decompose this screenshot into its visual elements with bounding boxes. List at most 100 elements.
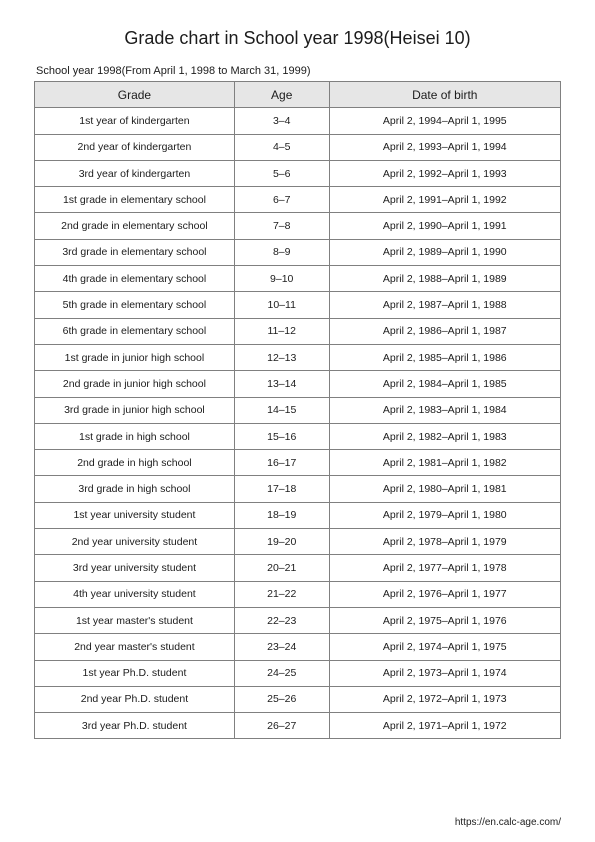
col-header-grade: Grade xyxy=(35,82,235,108)
table-row: 5th grade in elementary school10–11April… xyxy=(35,292,561,318)
table-row: 1st grade in elementary school6–7April 2… xyxy=(35,187,561,213)
cell-age: 21–22 xyxy=(234,581,329,607)
cell-dob: April 2, 1982–April 1, 1983 xyxy=(329,423,560,449)
cell-grade: 3rd year Ph.D. student xyxy=(35,713,235,739)
cell-dob: April 2, 1971–April 1, 1972 xyxy=(329,713,560,739)
table-row: 2nd year master's student23–24April 2, 1… xyxy=(35,634,561,660)
cell-grade: 1st grade in high school xyxy=(35,423,235,449)
cell-grade: 2nd grade in high school xyxy=(35,450,235,476)
cell-dob: April 2, 1988–April 1, 1989 xyxy=(329,266,560,292)
cell-grade: 4th year university student xyxy=(35,581,235,607)
cell-age: 8–9 xyxy=(234,239,329,265)
table-header-row: Grade Age Date of birth xyxy=(35,82,561,108)
cell-dob: April 2, 1976–April 1, 1977 xyxy=(329,581,560,607)
cell-dob: April 2, 1983–April 1, 1984 xyxy=(329,397,560,423)
cell-grade: 1st year university student xyxy=(35,502,235,528)
cell-grade: 2nd year master's student xyxy=(35,634,235,660)
cell-age: 6–7 xyxy=(234,187,329,213)
table-row: 1st year university student18–19April 2,… xyxy=(35,502,561,528)
cell-dob: April 2, 1989–April 1, 1990 xyxy=(329,239,560,265)
cell-dob: April 2, 1975–April 1, 1976 xyxy=(329,607,560,633)
cell-dob: April 2, 1973–April 1, 1974 xyxy=(329,660,560,686)
cell-grade: 3rd year of kindergarten xyxy=(35,160,235,186)
cell-dob: April 2, 1972–April 1, 1973 xyxy=(329,686,560,712)
cell-age: 17–18 xyxy=(234,476,329,502)
cell-grade: 2nd year Ph.D. student xyxy=(35,686,235,712)
table-row: 3rd year university student20–21April 2,… xyxy=(35,555,561,581)
table-row: 4th grade in elementary school9–10April … xyxy=(35,266,561,292)
cell-dob: April 2, 1980–April 1, 1981 xyxy=(329,476,560,502)
table-row: 4th year university student21–22April 2,… xyxy=(35,581,561,607)
footer-url: https://en.calc-age.com/ xyxy=(455,817,561,828)
cell-dob: April 2, 1991–April 1, 1992 xyxy=(329,187,560,213)
table-row: 2nd year university student19–20April 2,… xyxy=(35,529,561,555)
cell-grade: 3rd year university student xyxy=(35,555,235,581)
col-header-dob: Date of birth xyxy=(329,82,560,108)
table-row: 2nd grade in elementary school7–8April 2… xyxy=(35,213,561,239)
cell-age: 5–6 xyxy=(234,160,329,186)
cell-dob: April 2, 1977–April 1, 1978 xyxy=(329,555,560,581)
table-row: 2nd grade in high school16–17April 2, 19… xyxy=(35,450,561,476)
table-row: 2nd grade in junior high school13–14Apri… xyxy=(35,371,561,397)
cell-age: 24–25 xyxy=(234,660,329,686)
table-row: 2nd year Ph.D. student25–26April 2, 1972… xyxy=(35,686,561,712)
cell-dob: April 2, 1986–April 1, 1987 xyxy=(329,318,560,344)
table-row: 3rd grade in junior high school14–15Apri… xyxy=(35,397,561,423)
cell-grade: 3rd grade in junior high school xyxy=(35,397,235,423)
table-row: 1st grade in junior high school12–13Apri… xyxy=(35,344,561,370)
page-title: Grade chart in School year 1998(Heisei 1… xyxy=(34,28,561,49)
cell-age: 7–8 xyxy=(234,213,329,239)
table-row: 3rd year of kindergarten5–6April 2, 1992… xyxy=(35,160,561,186)
cell-age: 11–12 xyxy=(234,318,329,344)
cell-age: 10–11 xyxy=(234,292,329,318)
cell-dob: April 2, 1994–April 1, 1995 xyxy=(329,108,560,134)
cell-age: 19–20 xyxy=(234,529,329,555)
cell-grade: 6th grade in elementary school xyxy=(35,318,235,344)
cell-age: 16–17 xyxy=(234,450,329,476)
cell-age: 4–5 xyxy=(234,134,329,160)
table-row: 3rd year Ph.D. student26–27April 2, 1971… xyxy=(35,713,561,739)
cell-grade: 3rd grade in high school xyxy=(35,476,235,502)
cell-dob: April 2, 1992–April 1, 1993 xyxy=(329,160,560,186)
cell-grade: 5th grade in elementary school xyxy=(35,292,235,318)
table-row: 3rd grade in high school17–18April 2, 19… xyxy=(35,476,561,502)
cell-dob: April 2, 1985–April 1, 1986 xyxy=(329,344,560,370)
cell-grade: 1st grade in elementary school xyxy=(35,187,235,213)
cell-age: 14–15 xyxy=(234,397,329,423)
cell-age: 20–21 xyxy=(234,555,329,581)
cell-dob: April 2, 1990–April 1, 1991 xyxy=(329,213,560,239)
table-row: 6th grade in elementary school11–12April… xyxy=(35,318,561,344)
cell-grade: 2nd year of kindergarten xyxy=(35,134,235,160)
cell-grade: 1st grade in junior high school xyxy=(35,344,235,370)
subtitle: School year 1998(From April 1, 1998 to M… xyxy=(36,65,561,77)
grade-table: Grade Age Date of birth 1st year of kind… xyxy=(34,81,561,739)
cell-age: 13–14 xyxy=(234,371,329,397)
cell-grade: 2nd grade in junior high school xyxy=(35,371,235,397)
cell-grade: 1st year Ph.D. student xyxy=(35,660,235,686)
table-row: 3rd grade in elementary school8–9April 2… xyxy=(35,239,561,265)
cell-age: 9–10 xyxy=(234,266,329,292)
cell-dob: April 2, 1987–April 1, 1988 xyxy=(329,292,560,318)
cell-grade: 2nd year university student xyxy=(35,529,235,555)
cell-grade: 1st year of kindergarten xyxy=(35,108,235,134)
col-header-age: Age xyxy=(234,82,329,108)
cell-dob: April 2, 1974–April 1, 1975 xyxy=(329,634,560,660)
table-row: 1st year Ph.D. student24–25April 2, 1973… xyxy=(35,660,561,686)
cell-grade: 3rd grade in elementary school xyxy=(35,239,235,265)
table-row: 1st year of kindergarten3–4April 2, 1994… xyxy=(35,108,561,134)
cell-dob: April 2, 1981–April 1, 1982 xyxy=(329,450,560,476)
cell-age: 18–19 xyxy=(234,502,329,528)
cell-grade: 1st year master's student xyxy=(35,607,235,633)
cell-dob: April 2, 1979–April 1, 1980 xyxy=(329,502,560,528)
cell-grade: 2nd grade in elementary school xyxy=(35,213,235,239)
cell-age: 3–4 xyxy=(234,108,329,134)
cell-age: 25–26 xyxy=(234,686,329,712)
cell-age: 12–13 xyxy=(234,344,329,370)
cell-age: 23–24 xyxy=(234,634,329,660)
cell-age: 22–23 xyxy=(234,607,329,633)
cell-dob: April 2, 1978–April 1, 1979 xyxy=(329,529,560,555)
cell-age: 15–16 xyxy=(234,423,329,449)
cell-grade: 4th grade in elementary school xyxy=(35,266,235,292)
cell-age: 26–27 xyxy=(234,713,329,739)
table-row: 1st year master's student22–23April 2, 1… xyxy=(35,607,561,633)
